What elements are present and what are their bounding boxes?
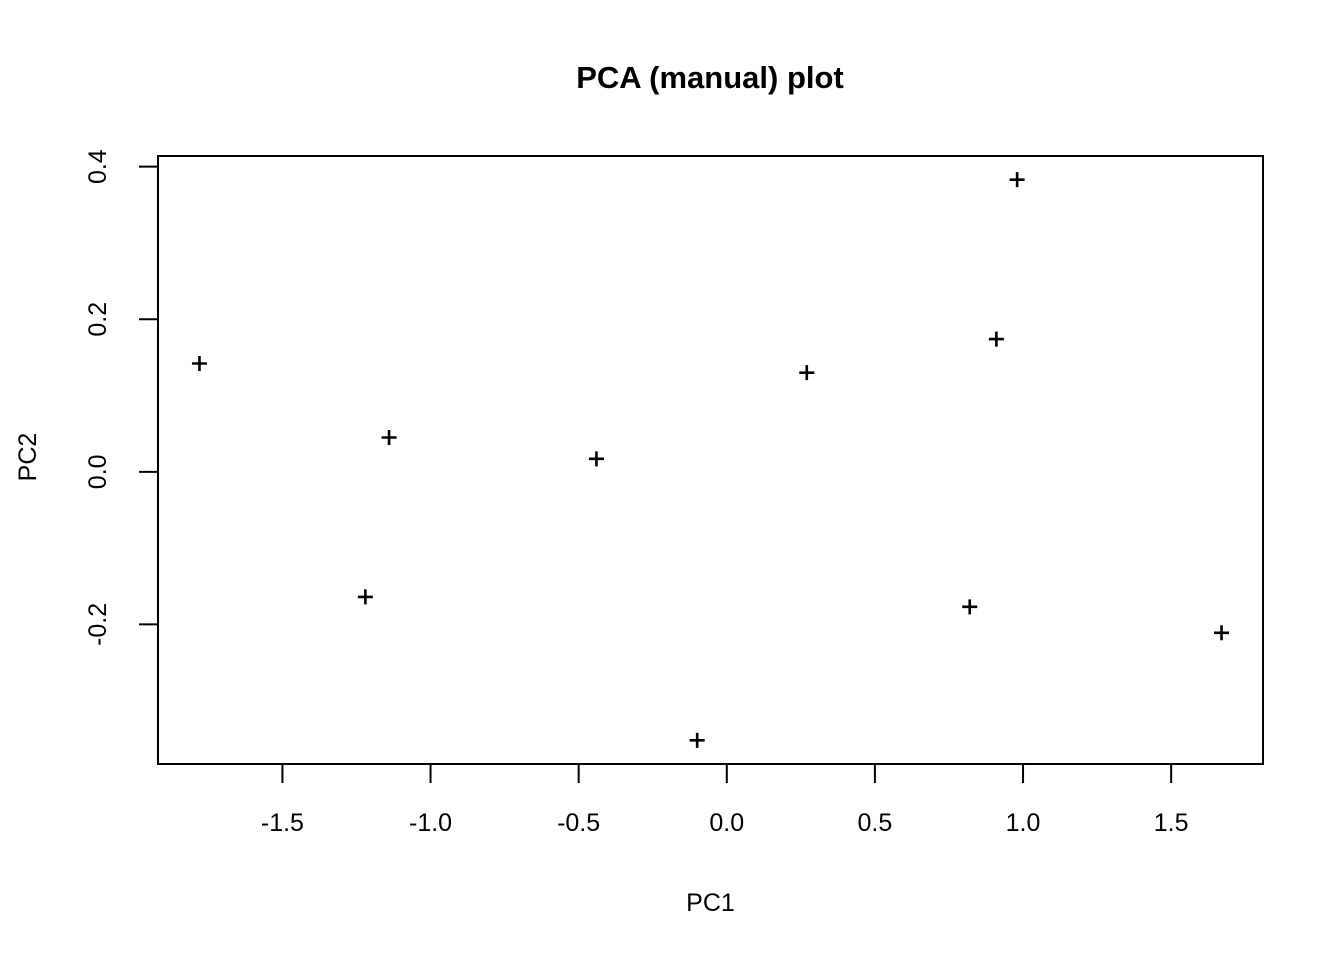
data-point-marker bbox=[357, 589, 373, 605]
data-point-marker bbox=[381, 429, 397, 445]
data-point-marker bbox=[689, 732, 705, 748]
x-axis-tick-label: -1.5 bbox=[261, 809, 304, 837]
x-axis-title: PC1 bbox=[686, 889, 735, 917]
data-point-marker bbox=[1009, 172, 1025, 188]
y-axis-tick-label: 0.0 bbox=[84, 454, 112, 489]
data-point-marker bbox=[799, 365, 815, 381]
data-point-marker bbox=[988, 331, 1004, 347]
x-axis-tick-label: 0.5 bbox=[858, 809, 893, 837]
x-axis-tick-label: -1.0 bbox=[409, 809, 452, 837]
y-axis-tick-label: 0.2 bbox=[84, 302, 112, 337]
x-axis-tick-label: 1.0 bbox=[1006, 809, 1041, 837]
plot-box bbox=[157, 155, 1264, 765]
x-axis-tick-label: -0.5 bbox=[557, 809, 600, 837]
y-axis-tick-label: -0.2 bbox=[84, 603, 112, 646]
y-axis-tick-label: 0.4 bbox=[84, 149, 112, 184]
x-axis-tick-label: 1.5 bbox=[1154, 809, 1189, 837]
data-point-marker bbox=[962, 599, 978, 615]
data-point-marker bbox=[1214, 625, 1230, 641]
data-point-marker bbox=[191, 355, 207, 371]
x-axis-tick-label: 0.0 bbox=[709, 809, 744, 837]
data-point-marker bbox=[588, 451, 604, 467]
chart-title: PCA (manual) plot bbox=[576, 60, 844, 95]
